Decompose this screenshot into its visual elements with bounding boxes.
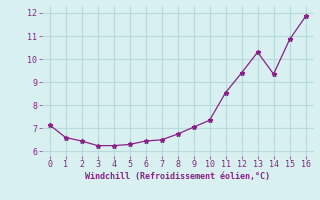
X-axis label: Windchill (Refroidissement éolien,°C): Windchill (Refroidissement éolien,°C) bbox=[85, 172, 270, 181]
